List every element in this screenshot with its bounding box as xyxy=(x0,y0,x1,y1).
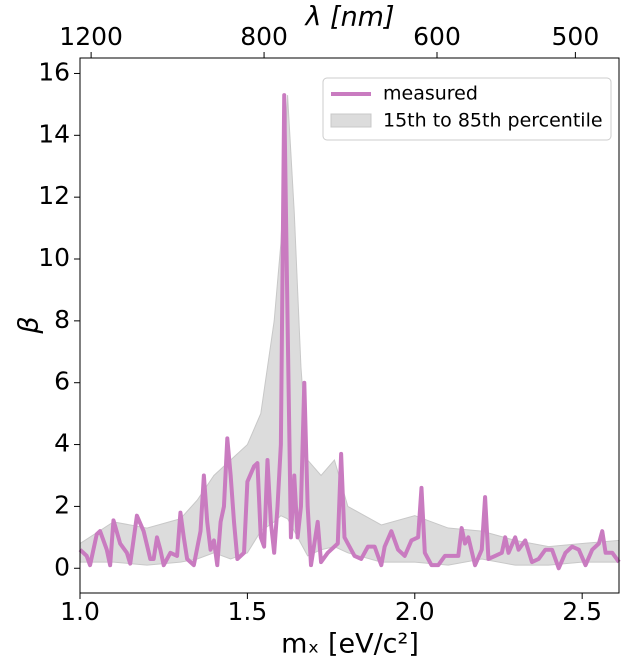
y-tick-label: 10 xyxy=(38,243,70,272)
y-tick-label: 4 xyxy=(54,429,70,458)
y-tick-label: 2 xyxy=(54,490,70,519)
x2-tick-label: 500 xyxy=(552,22,600,51)
legend: measured 15th to 85th percentile xyxy=(322,77,612,141)
x2-tick-label: 1200 xyxy=(59,22,123,51)
y-axis-label: β xyxy=(14,316,45,334)
y-tick-label: 16 xyxy=(38,57,70,86)
x-tick-label: 1.0 xyxy=(60,597,100,626)
series-line xyxy=(78,93,621,571)
legend-label: 15th to 85th percentile xyxy=(383,110,603,132)
percentile-band xyxy=(79,95,620,566)
plot-frame xyxy=(79,57,620,594)
legend-box xyxy=(322,77,612,141)
legend-label: measured xyxy=(383,83,478,105)
x2-tick-label: 600 xyxy=(413,22,461,51)
x-axis-label: mₓ [eV/c²] xyxy=(281,629,419,660)
y-tick-label: 14 xyxy=(38,119,70,148)
x-tick-label: 1.5 xyxy=(228,597,268,626)
legend-swatch xyxy=(330,113,372,128)
x2-axis-label: λ [nm] xyxy=(303,2,394,33)
y-tick-label: 6 xyxy=(54,367,70,396)
y-tick-label: 12 xyxy=(38,181,70,210)
x2-tick-label: 800 xyxy=(240,22,288,51)
y-tick-label: 8 xyxy=(54,305,70,334)
x-tick-label: 2.0 xyxy=(395,597,435,626)
x-tick-label: 2.5 xyxy=(562,597,602,626)
y-tick-label: 0 xyxy=(54,552,70,581)
